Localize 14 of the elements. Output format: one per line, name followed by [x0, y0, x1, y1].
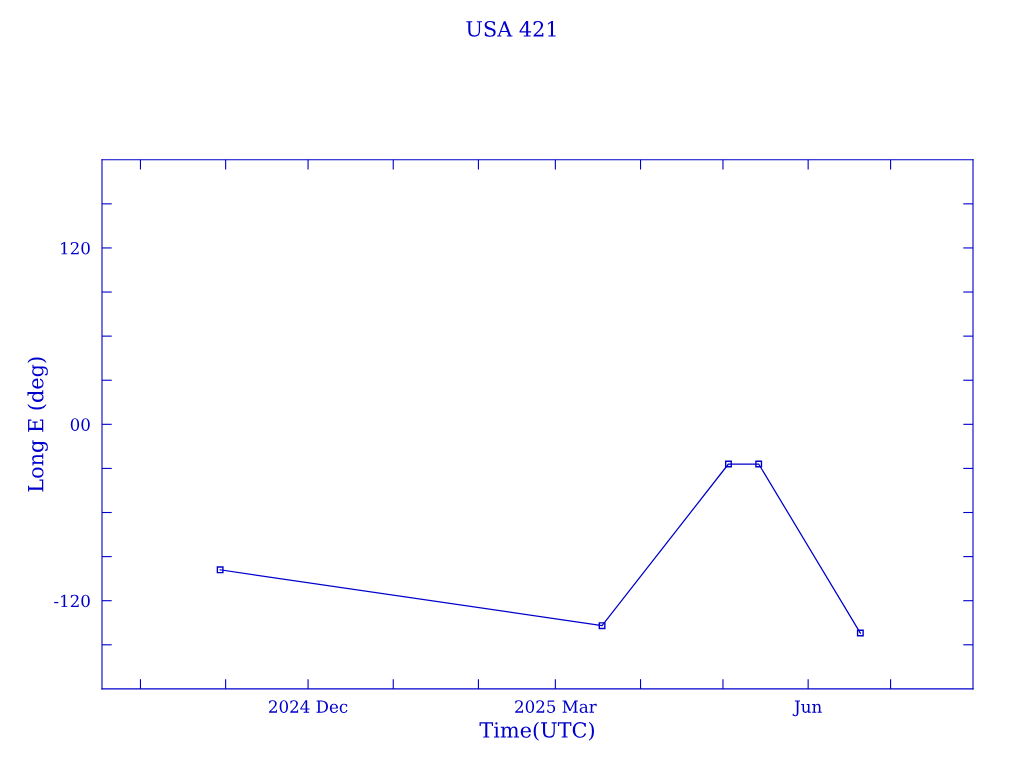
y-axis-title: Long E (deg): [27, 357, 48, 492]
y-tick-label: -120: [54, 594, 90, 608]
x-axis-title: Time(UTC): [479, 721, 594, 741]
point: [856, 629, 864, 637]
x-tick-label: 2024 Dec: [269, 700, 348, 713]
y-tick-label: 120: [61, 241, 90, 255]
chart-title: USA 421: [466, 21, 556, 37]
point: [598, 622, 606, 630]
point: [216, 566, 224, 574]
x-tick-label: Jun: [792, 700, 822, 717]
point: [724, 460, 732, 468]
x-tick-label: 2025 Mar: [515, 700, 597, 713]
y-tick-label: 00: [70, 418, 90, 431]
point: [755, 460, 763, 468]
